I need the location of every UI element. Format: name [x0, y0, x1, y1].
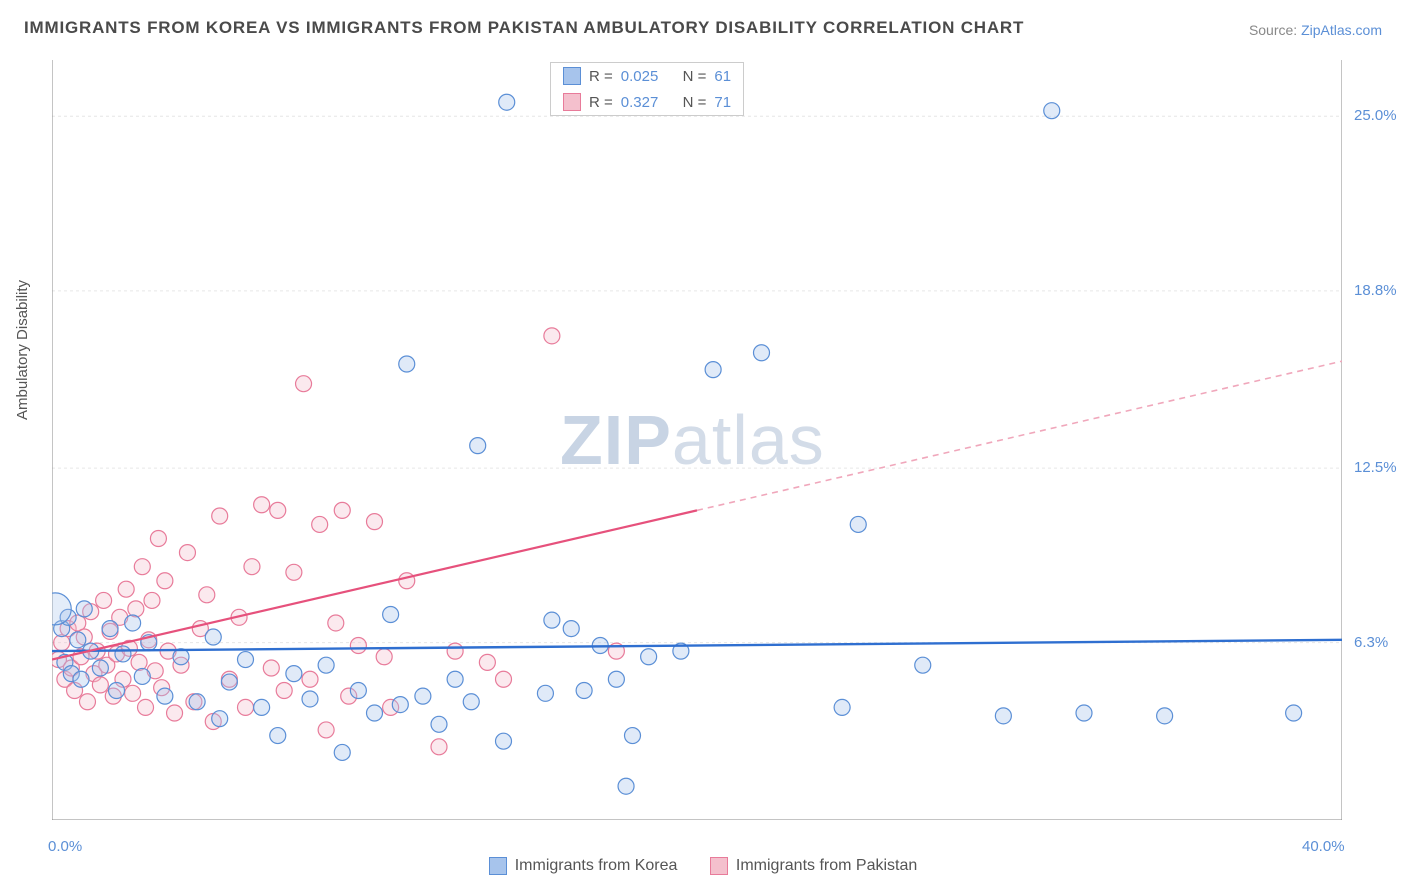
source-link[interactable]: ZipAtlas.com: [1301, 22, 1382, 38]
x-tick-label: 0.0%: [48, 838, 82, 855]
legend-swatch-pakistan-bottom: [710, 857, 728, 875]
legend-swatch-korea-bottom: [489, 857, 507, 875]
chart-plot-area: [52, 60, 1342, 820]
legend-swatch-korea: [563, 67, 581, 85]
legend-item-pakistan: Immigrants from Pakistan: [710, 857, 917, 875]
legend-label-korea: Immigrants from Korea: [515, 857, 678, 875]
y-tick-label: 25.0%: [1354, 107, 1397, 124]
legend-row-pakistan: R = 0.327 N = 71: [551, 89, 743, 115]
legend-n-label: N =: [683, 94, 707, 111]
correlation-legend: R = 0.025 N = 61 R = 0.327 N = 71: [550, 62, 744, 116]
scatter-plot-svg: [52, 60, 1342, 820]
source-label: Source:: [1249, 22, 1301, 38]
legend-row-korea: R = 0.025 N = 61: [551, 63, 743, 89]
legend-r-value-korea: 0.025: [621, 68, 659, 85]
y-tick-label: 18.8%: [1354, 282, 1397, 299]
y-tick-label: 6.3%: [1354, 634, 1388, 651]
legend-n-value-korea: 61: [714, 68, 731, 85]
source-attribution: Source: ZipAtlas.com: [1249, 22, 1382, 38]
legend-r-value-pakistan: 0.327: [621, 94, 659, 111]
y-axis-label: Ambulatory Disability: [14, 280, 31, 420]
legend-r-label: R =: [589, 68, 613, 85]
y-tick-label: 12.5%: [1354, 459, 1397, 476]
legend-swatch-pakistan: [563, 93, 581, 111]
series-legend: Immigrants from Korea Immigrants from Pa…: [0, 857, 1406, 880]
legend-item-korea: Immigrants from Korea: [489, 857, 678, 875]
legend-r-label: R =: [589, 94, 613, 111]
x-tick-label: 40.0%: [1302, 838, 1345, 855]
legend-n-label: N =: [683, 68, 707, 85]
chart-title: IMMIGRANTS FROM KOREA VS IMMIGRANTS FROM…: [24, 18, 1024, 38]
legend-label-pakistan: Immigrants from Pakistan: [736, 857, 917, 875]
legend-n-value-pakistan: 71: [714, 94, 731, 111]
